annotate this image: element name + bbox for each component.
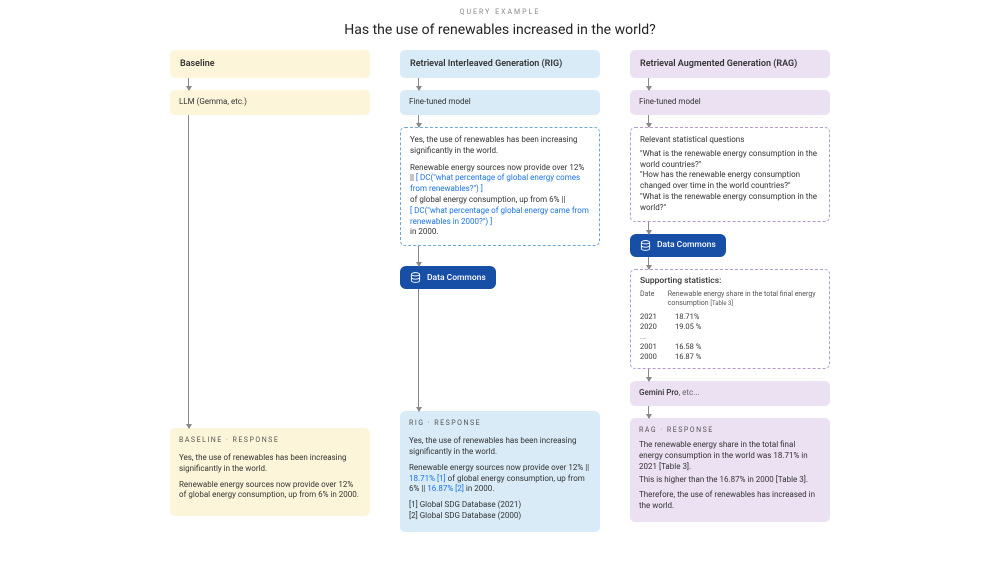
rig-resp-p2a: Renewable energy sources now provide ove… — [409, 463, 589, 472]
arrow-icon — [418, 115, 419, 127]
rag-data-commons-pill: Data Commons — [630, 234, 726, 257]
arrow-icon — [648, 369, 649, 381]
rag-q3: "What is the renewable energy consumptio… — [640, 192, 820, 214]
rag-header: Retrieval Augmented Generation (RAG) — [630, 50, 830, 78]
rig-data-commons-label: Data Commons — [427, 273, 486, 283]
rig-response-body: Yes, the use of renewables has been incr… — [400, 429, 600, 524]
rag-q2: "How has the renewable energy consumptio… — [640, 170, 820, 192]
arrow-icon — [648, 406, 649, 418]
baseline-response-label: BASELINE · RESPONSE — [170, 430, 370, 446]
rig-response-label: RIG · RESPONSE — [400, 413, 600, 429]
rig-resp-p1: Yes, the use of renewables has been incr… — [409, 436, 591, 458]
arrow-icon — [188, 78, 189, 90]
table-row: 202019.05 % — [640, 322, 820, 332]
arrow-icon — [418, 289, 419, 411]
page-title: Has the use of renewables increased in t… — [0, 22, 1000, 38]
database-icon — [640, 240, 651, 251]
baseline-response-body: Yes, the use of renewables has been incr… — [170, 446, 370, 508]
stats-ellipsis: ... — [640, 332, 820, 342]
arrow-icon — [418, 78, 419, 90]
rig-ref2: [2] Global SDG Database (2000) — [409, 511, 521, 520]
rig-gen-p2: Renewable energy sources now provide ove… — [410, 163, 590, 239]
rag-response: RAG · RESPONSE The renewable energy shar… — [630, 418, 830, 522]
rag-stats-title: Supporting statistics: — [640, 276, 820, 287]
rag-response-label: RAG · RESPONSE — [630, 420, 830, 436]
rig-generation-box: Yes, the use of renewables has been incr… — [400, 127, 600, 246]
rig-resp-stat1: 18.71% [1] — [409, 474, 446, 483]
rig-gen-p2b: of global energy consumption, up from 6%… — [410, 195, 565, 204]
rag-stats-col-date: Date — [640, 290, 658, 309]
arrow-icon — [188, 115, 189, 428]
rag-q1: "What is the renewable energy consumptio… — [640, 149, 820, 171]
rag-questions-box: Relevant statistical questions "What is … — [630, 127, 830, 222]
baseline-header: Baseline — [170, 50, 370, 78]
arrow-icon — [648, 78, 649, 90]
rag-gen-model-suffix: , etc... — [679, 388, 700, 397]
rag-stats-box: Supporting statistics: Date Renewable en… — [630, 269, 830, 370]
column-rag: Retrieval Augmented Generation (RAG) Fin… — [630, 50, 830, 532]
rag-gen-model: Gemini Pro — [639, 388, 679, 397]
columns-container: Baseline LLM (Gemma, etc.) BASELINE · RE… — [0, 50, 1000, 532]
arrow-icon — [418, 246, 419, 266]
rag-questions-title: Relevant statistical questions — [640, 135, 820, 146]
rag-data-commons-label: Data Commons — [657, 240, 716, 250]
rig-dc-call-2: [ DC("what percentage of global energy c… — [410, 206, 589, 226]
table-row: 202118.71% — [640, 312, 820, 322]
rig-refs: [1] Global SDG Database (2021) [2] Globa… — [409, 500, 591, 522]
rag-stats-columns: Date Renewable energy share in the total… — [640, 290, 820, 309]
rag-resp-p2: This is higher than the 16.87% in 2000 [… — [639, 475, 821, 486]
rig-resp-p2: Renewable energy sources now provide ove… — [409, 463, 591, 495]
rag-resp-p3: Therefore, the use of renewables has inc… — [639, 490, 821, 512]
rig-model-box: Fine-tuned model — [400, 90, 600, 115]
rig-response: RIG · RESPONSE Yes, the use of renewable… — [400, 411, 600, 532]
rig-resp-p2c: in 2000. — [464, 484, 494, 493]
rag-gen-model-box: Gemini Pro, etc... — [630, 381, 830, 406]
rig-header: Retrieval Interleaved Generation (RIG) — [400, 50, 600, 78]
baseline-model-box: LLM (Gemma, etc.) — [170, 90, 370, 115]
column-rig: Retrieval Interleaved Generation (RIG) F… — [400, 50, 600, 532]
arrow-icon — [648, 115, 649, 127]
table-row: 200116.58 % — [640, 342, 820, 352]
rig-dc-call-1: [ DC("what percentage of global energy c… — [410, 173, 580, 193]
baseline-resp-p2: Renewable energy sources now provide ove… — [179, 480, 361, 502]
database-icon — [410, 272, 421, 283]
rig-gen-p1: Yes, the use of renewables has been incr… — [410, 135, 590, 157]
rig-gen-p2c: in 2000. — [410, 227, 438, 236]
table-row: 200016.87 % — [640, 352, 820, 362]
rig-ref1: [1] Global SDG Database (2021) — [409, 500, 521, 509]
arrow-icon — [648, 257, 649, 269]
baseline-response: BASELINE · RESPONSE Yes, the use of rene… — [170, 428, 370, 516]
rig-data-commons-pill: Data Commons — [400, 266, 496, 289]
column-baseline: Baseline LLM (Gemma, etc.) BASELINE · RE… — [170, 50, 370, 532]
rag-resp-p1: The renewable energy share in the total … — [639, 440, 821, 472]
arrow-icon — [648, 222, 649, 234]
rag-model-box: Fine-tuned model — [630, 90, 830, 115]
rig-resp-stat2: 16.87% [2] — [427, 484, 464, 493]
rag-stats-col-desc: Renewable energy share in the total fina… — [668, 290, 820, 309]
rag-response-body: The renewable energy share in the total … — [630, 436, 830, 514]
eyebrow-label: QUERY EXAMPLE — [0, 0, 1000, 16]
baseline-resp-p1: Yes, the use of renewables has been incr… — [179, 453, 361, 475]
